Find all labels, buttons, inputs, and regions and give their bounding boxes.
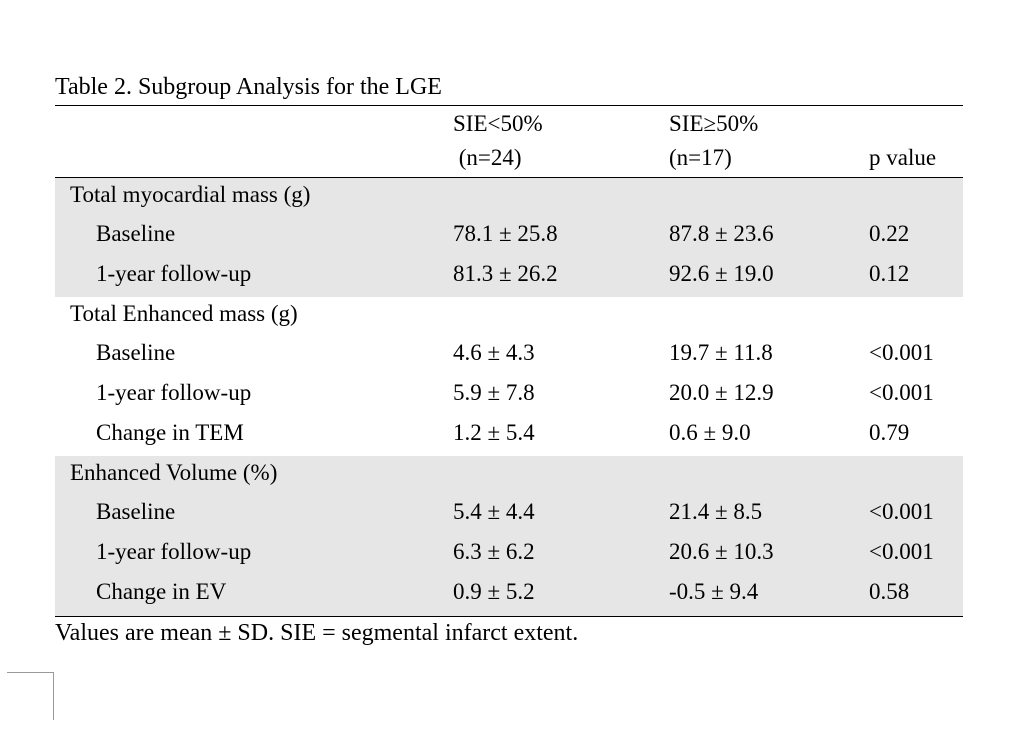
header-rule <box>55 177 963 178</box>
table-footnote: Values are mean ± SD. SIE = segmental in… <box>55 620 579 646</box>
cell-p: 0.22 <box>869 221 910 246</box>
cell-p: 0.58 <box>869 579 910 604</box>
group-label-enhanced-mass: Total Enhanced mass (g) <box>70 301 298 326</box>
group-band-myocardial <box>55 178 963 297</box>
cell-p: 0.12 <box>869 261 910 286</box>
cell-p: <0.001 <box>869 380 934 405</box>
row-label: 1-year follow-up <box>96 539 252 564</box>
cell-lt50: 0.9 ± 5.2 <box>453 579 535 604</box>
header-p-value: p value <box>869 145 937 170</box>
cell-lt50: 1.2 ± 5.4 <box>453 420 535 445</box>
header-sie-ge50: SIE≥50% <box>669 111 759 136</box>
cell-ge50: 21.4 ± 8.5 <box>669 499 763 524</box>
cell-lt50: 6.3 ± 6.2 <box>453 539 535 564</box>
header-n24: (n=24) <box>453 145 522 170</box>
cell-lt50: 4.6 ± 4.3 <box>453 340 535 365</box>
cell-ge50: -0.5 ± 9.4 <box>669 579 759 604</box>
row-label: Change in EV <box>96 579 227 604</box>
bottom-rule <box>55 616 963 617</box>
crop-mark <box>7 672 54 673</box>
cell-ge50: 20.0 ± 12.9 <box>669 380 774 405</box>
group-label-myocardial: Total myocardial mass (g) <box>70 182 311 207</box>
cell-ge50: 87.8 ± 23.6 <box>669 221 774 246</box>
top-rule <box>55 105 963 106</box>
crop-mark <box>53 672 54 720</box>
cell-lt50: 5.9 ± 7.8 <box>453 380 535 405</box>
cell-p: <0.001 <box>869 539 934 564</box>
row-label: 1-year follow-up <box>96 380 252 405</box>
cell-lt50: 81.3 ± 26.2 <box>453 261 558 286</box>
row-label: 1-year follow-up <box>96 261 252 286</box>
cell-p: <0.001 <box>869 499 934 524</box>
cell-ge50: 92.6 ± 19.0 <box>669 261 774 286</box>
header-n17: (n=17) <box>669 145 732 170</box>
cell-ge50: 20.6 ± 10.3 <box>669 539 774 564</box>
table-title: Table 2. Subgroup Analysis for the LGE <box>55 74 442 100</box>
cell-ge50: 19.7 ± 11.8 <box>669 340 773 365</box>
cell-lt50: 5.4 ± 4.4 <box>453 499 535 524</box>
group-band-volume <box>55 456 963 616</box>
cell-ge50: 0.6 ± 9.0 <box>669 420 751 445</box>
row-label: Baseline <box>96 340 176 365</box>
header-sie-lt50: SIE<50% <box>453 111 543 136</box>
row-label: Change in TEM <box>96 420 244 445</box>
cell-p: <0.001 <box>869 340 934 365</box>
cell-lt50: 78.1 ± 25.8 <box>453 221 558 246</box>
group-label-enhanced-volume: Enhanced Volume (%) <box>70 460 278 485</box>
cell-p: 0.79 <box>869 420 910 445</box>
row-label: Baseline <box>96 499 176 524</box>
row-label: Baseline <box>96 221 176 246</box>
